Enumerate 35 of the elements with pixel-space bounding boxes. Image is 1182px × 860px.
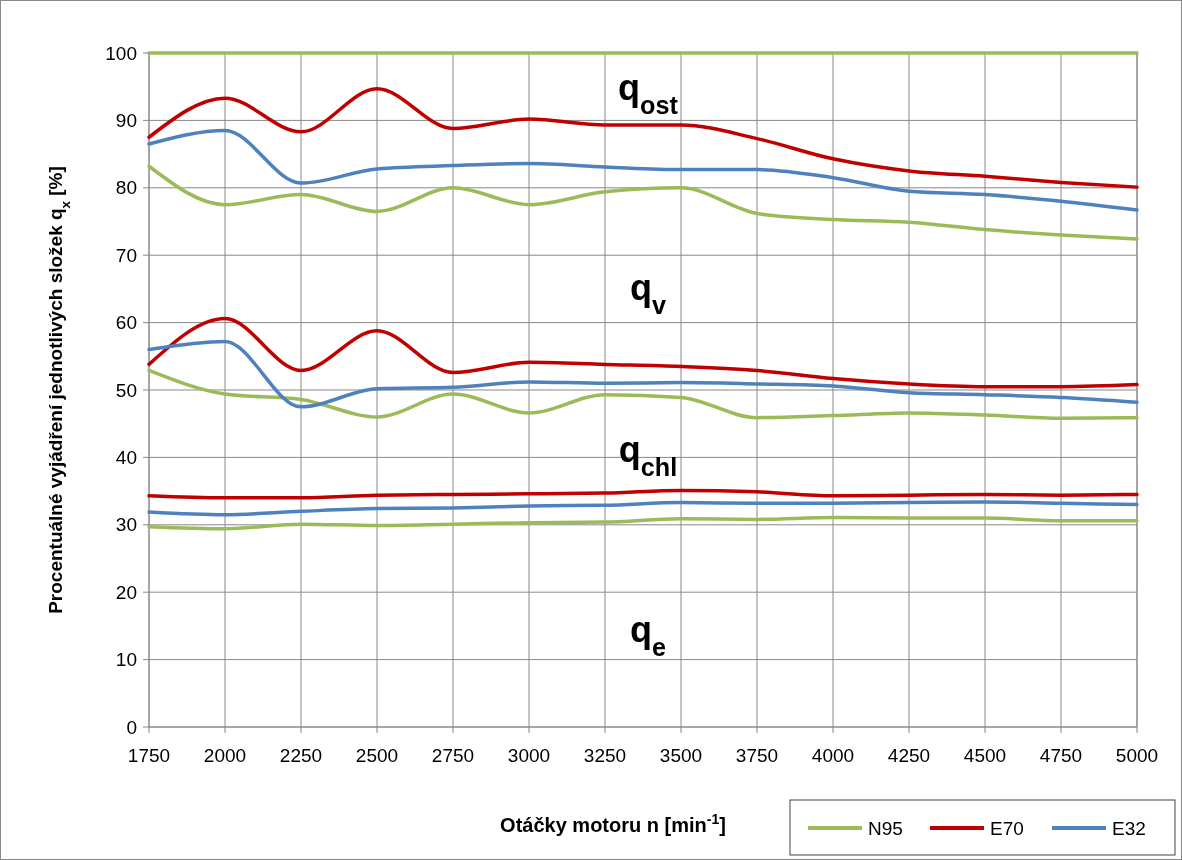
x-tick-label: 2750 [431,745,475,766]
x-tick-label: 2000 [203,745,247,766]
y-tick-label: 30 [115,514,137,536]
x-axis-title: Otáčky motoru n [min$^{-1}$] [500,811,726,836]
y-tick-label: 70 [115,244,137,266]
y-tick-label: 20 [115,581,137,603]
x-tick-label: 5000 [1115,745,1159,766]
y-tick-label: 80 [115,177,137,199]
legend-label: E70 [990,817,1024,839]
y-tick-label: 100 [105,42,137,64]
x-tick-label: 3250 [583,745,627,766]
y-tick-label: 0 [126,716,137,738]
annotation: q$_{chl}$ [618,429,678,481]
x-tick-label: 2250 [279,745,323,766]
y-tick-label: 40 [115,447,137,469]
x-tick-label: 4000 [811,745,855,766]
y-tick-label: 60 [115,312,137,334]
x-tick-label: 3000 [507,745,551,766]
x-tick-label: 3500 [659,745,703,766]
annotation: q$_{e}$ [629,609,667,661]
annotation: q$_{v}$ [629,267,667,319]
x-tick-label: 3750 [735,745,779,766]
y-tick-label: 10 [115,649,137,671]
legend-label: E32 [1112,817,1146,839]
x-tick-label: 4750 [1039,745,1083,766]
annotation: q$_{ost}$ [618,67,679,119]
x-tick-label: 4250 [887,745,931,766]
y-tick-label: 90 [115,110,137,132]
x-tick-label: 2500 [355,745,399,766]
line-series [147,488,1139,500]
x-tick-label: 1750 [127,745,171,766]
y-tick-label: 50 [115,379,137,401]
legend-label: N95 [868,817,903,839]
line-series [147,500,1139,517]
x-tick-label: 4500 [963,745,1007,766]
